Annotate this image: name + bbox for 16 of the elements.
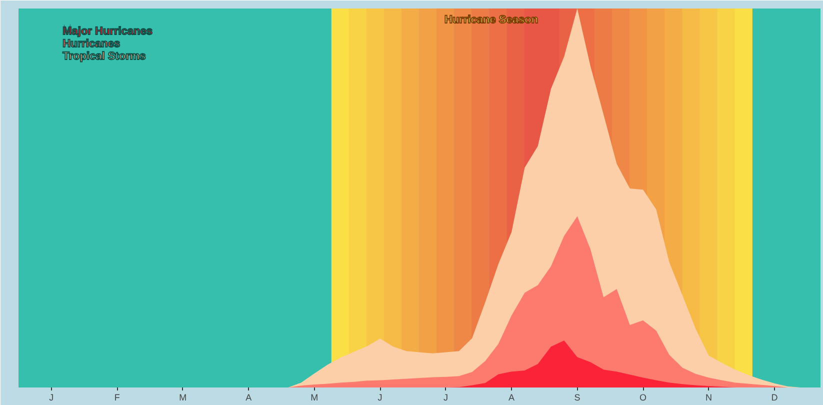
x-tick-label: D bbox=[771, 392, 778, 402]
x-tick-label: M bbox=[310, 392, 318, 402]
text: Tropical Storms bbox=[62, 50, 146, 63]
x-tick-label: O bbox=[640, 392, 647, 402]
text: Hurricanes bbox=[62, 38, 120, 50]
x-tick-label: M bbox=[179, 392, 187, 402]
x-tick-label: S bbox=[574, 392, 580, 402]
x-tick-label: J bbox=[378, 392, 382, 402]
x-tick-label: J bbox=[49, 392, 54, 402]
annotation: Hurricane Season bbox=[444, 14, 538, 26]
x-tick-label: J bbox=[444, 392, 448, 402]
x-tick-label: A bbox=[508, 392, 515, 402]
x-tick-label: A bbox=[246, 392, 252, 402]
x-tick-label: F bbox=[114, 392, 120, 402]
x-tick-label: N bbox=[705, 392, 712, 402]
text: Major Hurricanes bbox=[62, 26, 152, 38]
